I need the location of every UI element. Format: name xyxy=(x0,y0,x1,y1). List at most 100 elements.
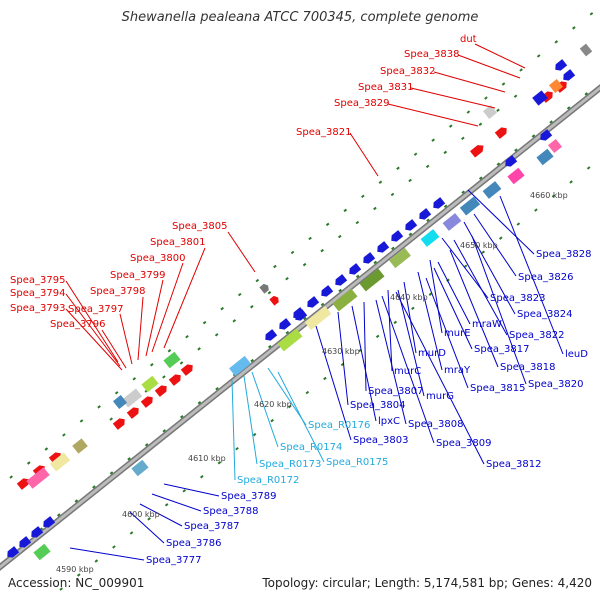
gene-label: Spea_3799 xyxy=(110,270,165,281)
tick-dot xyxy=(112,545,116,549)
leader-line xyxy=(467,189,535,255)
tick-dot xyxy=(408,178,412,183)
gene-arrow xyxy=(168,374,181,386)
tick-dot xyxy=(478,176,483,180)
tick-dot xyxy=(589,12,594,16)
tick-dot xyxy=(338,288,342,293)
tick-dot xyxy=(496,162,501,166)
gene-label: Spea_3787 xyxy=(184,521,239,532)
gene-arrow xyxy=(295,309,308,321)
gene-label: Spea_3826 xyxy=(518,272,573,283)
tick-dot xyxy=(355,274,360,279)
tick-dot xyxy=(220,306,224,311)
leader-line xyxy=(395,291,485,465)
tick-dot xyxy=(554,40,559,44)
leader-line xyxy=(499,195,564,355)
tick-dot xyxy=(164,503,169,507)
tick-dot xyxy=(202,320,207,325)
gene-block xyxy=(277,328,303,352)
tick-dot xyxy=(396,166,400,170)
tick-dot xyxy=(167,349,172,353)
gene-arrow xyxy=(555,59,568,71)
gene-label: Spea_3838 xyxy=(404,49,459,60)
tick-dot xyxy=(519,68,523,72)
tick-dot xyxy=(501,82,506,86)
tick-dot xyxy=(197,401,202,405)
tick-dot xyxy=(150,363,154,367)
gene-block xyxy=(420,229,440,247)
gene-label-murC: murC xyxy=(394,366,421,377)
tick-dot xyxy=(287,404,292,409)
gene-block xyxy=(547,138,563,154)
leader-line xyxy=(315,325,352,441)
leader-line xyxy=(387,103,479,127)
gene-label-murE: murE xyxy=(444,328,471,339)
tick-dot xyxy=(320,302,325,307)
tick-dot xyxy=(481,250,485,254)
leader-line xyxy=(139,503,183,527)
leader-line xyxy=(145,279,164,357)
gene-features xyxy=(7,43,593,561)
tick-dot xyxy=(94,559,99,563)
gene-label: Spea_3789 xyxy=(221,491,276,502)
leader-line xyxy=(449,249,499,368)
tick-dot xyxy=(549,120,553,124)
tick-dot xyxy=(413,152,418,156)
tick-dot-tracks xyxy=(9,12,594,591)
tick-dot xyxy=(375,334,380,339)
gene-arrow xyxy=(540,129,553,141)
leader-line xyxy=(474,43,526,69)
gene-label: Spea_3820 xyxy=(528,379,583,390)
tick-dot xyxy=(534,208,538,212)
gene-block xyxy=(548,78,564,94)
tick-dot xyxy=(516,222,521,226)
gene-label: Spea_3823 xyxy=(490,293,545,304)
tick-dot xyxy=(273,264,277,269)
tick-dot xyxy=(572,26,576,30)
gene-arrow xyxy=(43,516,56,528)
gene-label: Spea_3809 xyxy=(436,438,491,449)
leader-line xyxy=(267,367,307,426)
tick-dot xyxy=(129,531,134,535)
leader-line xyxy=(351,305,377,422)
tick-dot xyxy=(185,334,189,339)
tick-dot xyxy=(551,194,556,198)
gene-label-mraW: mraW xyxy=(472,319,502,330)
gene-block xyxy=(112,394,128,410)
gene-block xyxy=(229,355,251,377)
tick-dot xyxy=(44,447,49,451)
gene-block xyxy=(389,247,411,269)
tick-dot xyxy=(162,375,166,379)
gene-arrow xyxy=(335,274,348,286)
tick-dot xyxy=(373,206,377,211)
gene-label: Spea_3793 xyxy=(10,303,65,314)
tick-dot xyxy=(76,573,81,577)
gene-arrow xyxy=(494,127,507,139)
leader-line xyxy=(363,301,367,392)
kbp-label: 4600 kbp xyxy=(122,510,160,519)
gene-arrow xyxy=(48,452,61,464)
tick-dot xyxy=(514,148,518,152)
tick-dot xyxy=(235,446,239,451)
tick-dot xyxy=(463,264,468,268)
tick-dot xyxy=(290,250,295,255)
leader-line xyxy=(417,271,443,371)
gene-label: Spea_3796 xyxy=(50,319,105,330)
tick-dot xyxy=(109,417,113,421)
gene-block xyxy=(33,543,51,561)
gene-block xyxy=(72,438,88,454)
gene-label: Spea_3777 xyxy=(146,555,201,566)
gene-arrow xyxy=(419,208,432,220)
tick-dot xyxy=(252,432,257,437)
kbp-scale: 4590 kbp 4600 kbp 4610 kbp 4620 kbp 4630… xyxy=(56,191,568,574)
gene-label: Spea_3824 xyxy=(517,309,572,320)
gene-label: Spea_3821 xyxy=(296,127,351,138)
tick-dot xyxy=(217,461,222,465)
label-leader-lines xyxy=(65,43,564,561)
rna-label: Spea_R0174 xyxy=(280,442,342,453)
tick-dot xyxy=(74,499,79,503)
rna-label: Spea_R0173 xyxy=(259,459,321,470)
tick-dot xyxy=(303,316,307,321)
tick-dot xyxy=(147,517,151,521)
tick-dot xyxy=(97,405,101,409)
